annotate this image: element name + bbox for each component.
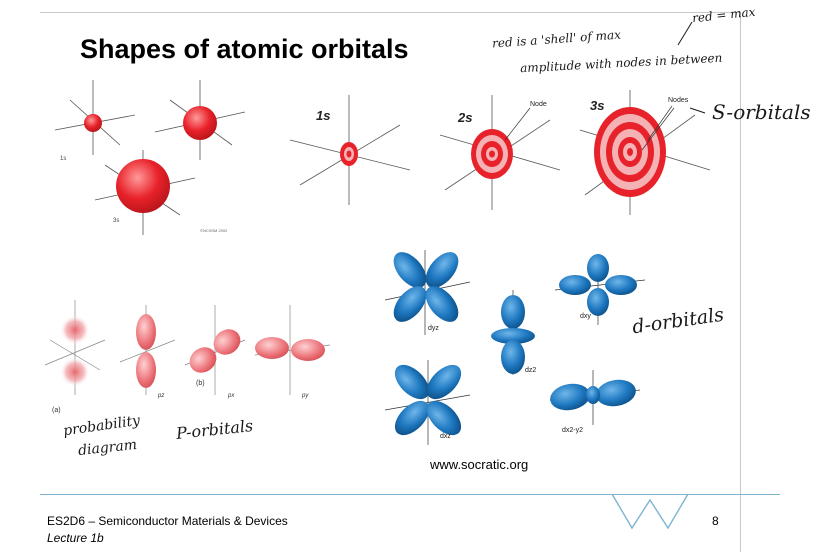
footer-divider bbox=[40, 494, 780, 495]
page-number: 8 bbox=[712, 514, 719, 528]
label-dyz: dyz bbox=[428, 325, 439, 332]
d-x2y2-orbital: dx2-y2 bbox=[548, 370, 640, 434]
d-z2-orbital: dz2 bbox=[491, 290, 536, 375]
label-pz: pz bbox=[157, 393, 164, 399]
footer-logo-mark bbox=[612, 494, 688, 528]
label-dxy: dxy bbox=[580, 313, 591, 320]
label-py: py bbox=[301, 393, 309, 399]
label-2s: 2s bbox=[457, 110, 472, 125]
small-1s-label: 1s bbox=[60, 156, 66, 162]
label-3s: 3s bbox=[590, 98, 604, 113]
small-3s-orbital: 3s ©NCSSM 2002 bbox=[95, 150, 228, 235]
p-x-orbital: (b) px bbox=[185, 305, 246, 399]
p-probability-diagram: (a) bbox=[45, 300, 105, 414]
label-b: (b) bbox=[196, 380, 205, 387]
p-z-orbital: pz bbox=[120, 305, 175, 399]
small-1s-orbital: 1s bbox=[55, 80, 135, 162]
small-2s-orbital bbox=[155, 80, 245, 160]
orbital-1s-section: 1s bbox=[290, 95, 410, 205]
footer-lecture: Lecture 1b bbox=[47, 531, 104, 545]
d-xy-orbital: dxy bbox=[555, 254, 645, 325]
label-dxz: dxz bbox=[440, 433, 451, 440]
source-url: www.socratic.org bbox=[430, 457, 528, 472]
footer-course-title: ES2D6 – Semiconductor Materials & Device… bbox=[47, 514, 288, 528]
label-dz2: dz2 bbox=[525, 367, 536, 374]
d-xz-orbital: dxz bbox=[385, 359, 470, 445]
copyright-text: ©NCSSM 2002 bbox=[200, 228, 228, 233]
node-label: Node bbox=[530, 101, 547, 108]
label-a: (a) bbox=[52, 407, 61, 414]
label-px: px bbox=[227, 393, 235, 399]
nodes-label: Nodes bbox=[668, 97, 689, 104]
orbital-2s-section: 2s Node bbox=[440, 95, 560, 210]
label-1s: 1s bbox=[316, 108, 330, 123]
label-dx2y2: dx2-y2 bbox=[562, 427, 583, 434]
small-3s-label: 3s bbox=[113, 218, 119, 224]
p-y-orbital: py bbox=[255, 305, 330, 399]
d-yz-orbital: dyz bbox=[385, 246, 470, 335]
orbital-3s-section: 3s Nodes bbox=[580, 90, 710, 215]
